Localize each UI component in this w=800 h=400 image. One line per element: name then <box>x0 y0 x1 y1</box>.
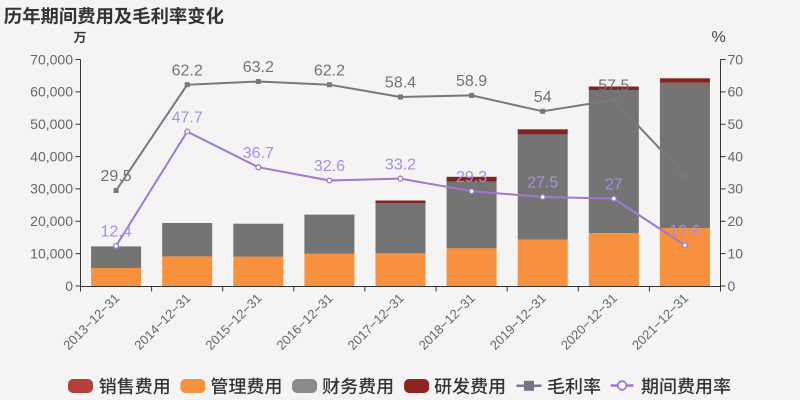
svg-text:30: 30 <box>728 181 744 197</box>
svg-text:10,000: 10,000 <box>30 245 73 261</box>
svg-text:70,000: 70,000 <box>30 51 73 67</box>
svg-text:36.7: 36.7 <box>243 145 274 162</box>
svg-text:12.6: 12.6 <box>669 223 700 240</box>
svg-text:58.4: 58.4 <box>385 75 416 92</box>
svg-text:60,000: 60,000 <box>30 84 73 100</box>
svg-text:27: 27 <box>605 176 623 193</box>
svg-text:60: 60 <box>728 84 744 100</box>
svg-text:10: 10 <box>728 245 744 261</box>
svg-text:33.2: 33.2 <box>385 156 416 173</box>
svg-text:29.5: 29.5 <box>101 168 132 185</box>
svg-text:27.5: 27.5 <box>527 175 558 192</box>
svg-text:0: 0 <box>728 278 736 294</box>
svg-text:62.2: 62.2 <box>172 62 203 79</box>
svg-text:63.2: 63.2 <box>243 59 274 76</box>
svg-text:32.6: 32.6 <box>314 158 345 175</box>
svg-text:47.7: 47.7 <box>172 109 203 126</box>
svg-text:20,000: 20,000 <box>30 213 73 229</box>
svg-text:20: 20 <box>728 213 744 229</box>
svg-text:58.9: 58.9 <box>456 73 487 90</box>
svg-text:0: 0 <box>65 278 73 294</box>
svg-text:50,000: 50,000 <box>30 116 73 132</box>
svg-text:12.4: 12.4 <box>101 224 132 241</box>
svg-text:40: 40 <box>728 148 744 164</box>
svg-text:57.5: 57.5 <box>598 78 629 95</box>
svg-text:50: 50 <box>728 116 744 132</box>
svg-text:70: 70 <box>728 51 744 67</box>
svg-text:54: 54 <box>534 89 552 106</box>
svg-text:40,000: 40,000 <box>30 148 73 164</box>
svg-text:29.3: 29.3 <box>456 169 487 186</box>
svg-text:34.2: 34.2 <box>669 153 700 170</box>
svg-text:%: % <box>712 29 726 46</box>
svg-text:30,000: 30,000 <box>30 181 73 197</box>
svg-text:62.2: 62.2 <box>314 62 345 79</box>
